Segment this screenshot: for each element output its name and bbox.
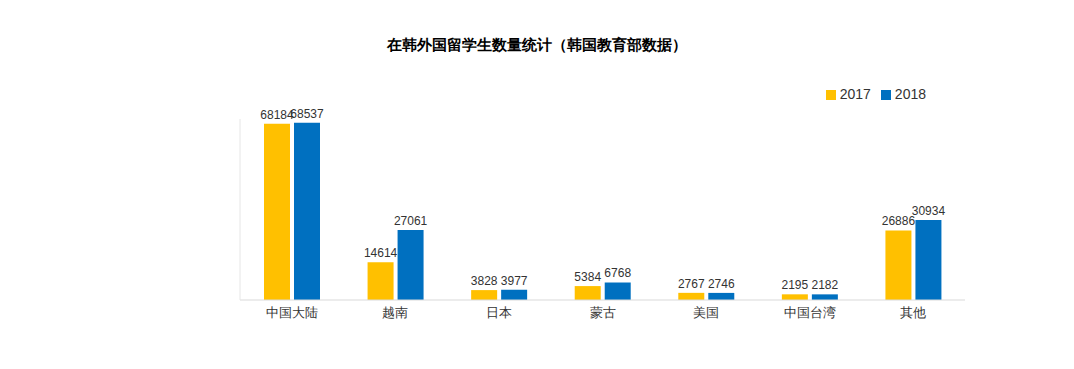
- svg-text:27061: 27061: [394, 214, 428, 228]
- svg-text:其他: 其他: [900, 305, 926, 320]
- svg-text:3828: 3828: [471, 274, 498, 288]
- svg-text:3977: 3977: [501, 274, 528, 288]
- svg-text:30934: 30934: [912, 204, 946, 218]
- svg-text:2746: 2746: [708, 277, 735, 291]
- svg-text:中国大陆: 中国大陆: [266, 305, 318, 320]
- html-text:在韩外国留学生数量统计（韩国教育部数据）: 在韩外国留学生数量统计（韩国教育部数据）: [387, 36, 687, 53]
- svg-text:6768: 6768: [604, 266, 631, 280]
- svg-text:美国: 美国: [693, 305, 719, 320]
- svg-text:2182: 2182: [812, 278, 839, 292]
- svg-text:越南: 越南: [382, 305, 408, 320]
- svg-text:14614: 14614: [364, 246, 398, 260]
- svg-text:26886: 26886: [882, 214, 916, 228]
- svg-text:蒙古: 蒙古: [590, 305, 616, 320]
- svg-text:5384: 5384: [574, 270, 601, 284]
- svg-text:日本: 日本: [486, 305, 512, 320]
- svg-text:2767: 2767: [678, 277, 705, 291]
- html-text:2018: 2018: [894, 86, 926, 102]
- svg-text:68184: 68184: [260, 108, 294, 122]
- svg-text:2195: 2195: [782, 278, 809, 292]
- svg-text:中国台湾: 中国台湾: [784, 305, 836, 320]
- html-text:2017: 2017: [839, 86, 871, 102]
- svg-text:68537: 68537: [290, 107, 324, 121]
